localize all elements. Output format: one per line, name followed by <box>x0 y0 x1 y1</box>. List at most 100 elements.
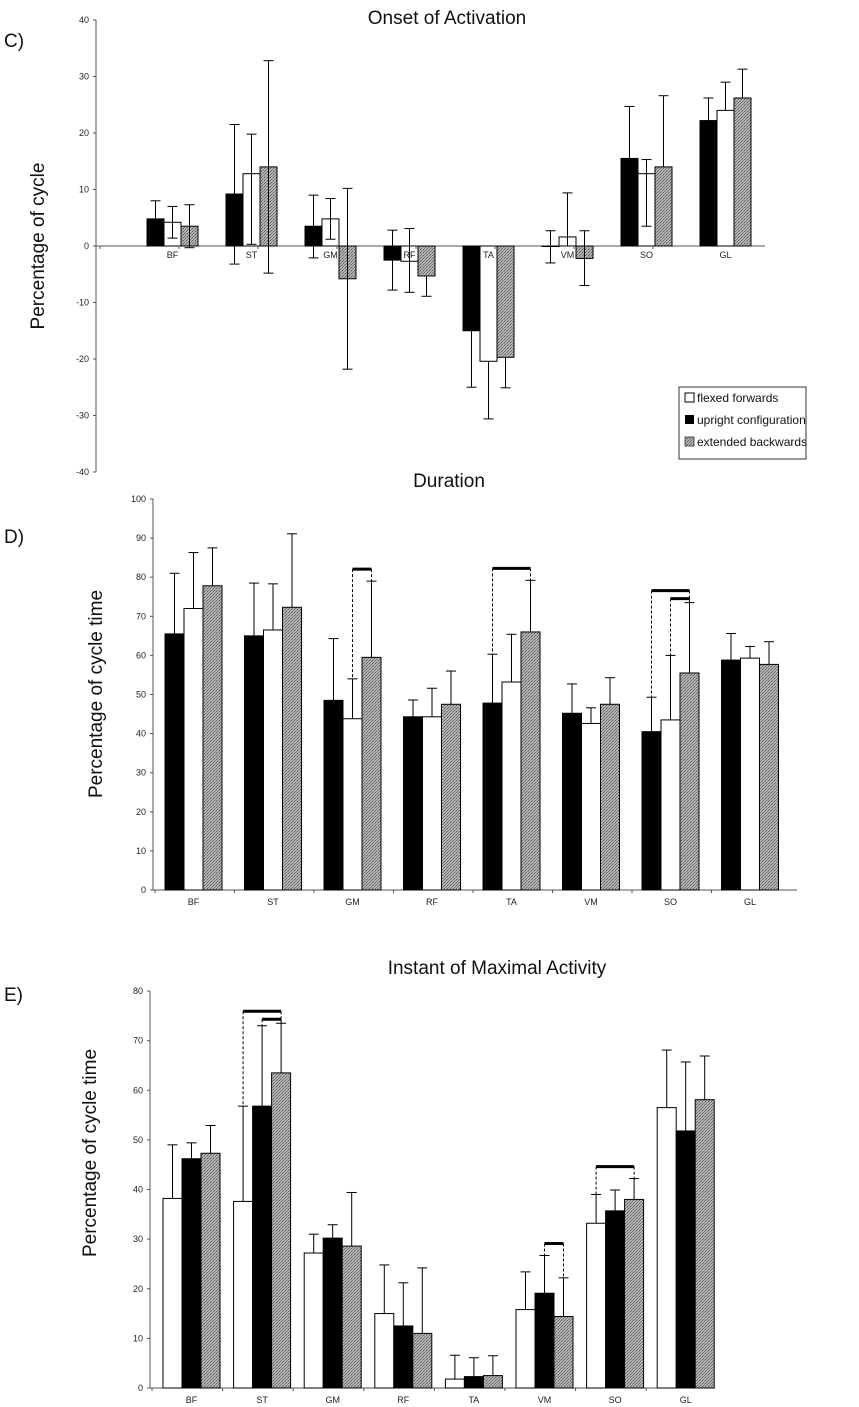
y-tick-label-e: 30 <box>133 1234 143 1244</box>
y-tick-label-e: 0 <box>138 1383 143 1393</box>
bar-extended-vm <box>553 1316 574 1389</box>
bar-upright-gl <box>675 1130 696 1389</box>
legend-swatch-extended <box>684 436 695 447</box>
y-tick-label-c: 20 <box>79 128 89 138</box>
bar-extended-gm <box>341 1245 362 1389</box>
bar-flexed-gl <box>656 1107 677 1389</box>
bar-flexed-so <box>586 1222 607 1389</box>
bar-upright-bf <box>181 1158 202 1389</box>
y-tick-label-d: 30 <box>136 768 146 778</box>
y-tick-label-d: 70 <box>136 611 146 621</box>
y-tick-label-e: 70 <box>133 1036 143 1046</box>
x-tick-label-gm: GM <box>325 1395 340 1405</box>
bar-upright-rf <box>403 716 423 891</box>
bar-upright-st <box>244 635 264 891</box>
y-tick-label-e: 40 <box>133 1185 143 1195</box>
x-tick-label-rf: RF <box>397 1395 409 1405</box>
x-tick-label-ta: TA <box>506 897 517 907</box>
bar-upright-so <box>641 731 662 891</box>
bar-flexed-bf <box>183 607 204 891</box>
plot-area-e: 0 10 20 30 40 50 60 70 80 BF ST GM RF TA VM SO GL <box>133 986 715 1405</box>
bar-flexed-gl <box>716 109 735 247</box>
x-tick-label-gl: GL <box>744 897 756 907</box>
y-tick-label-d: 80 <box>136 572 146 582</box>
bar-upright-bf <box>164 633 185 891</box>
bar-extended-gl <box>733 97 752 247</box>
y-tick-label-e: 20 <box>133 1284 143 1294</box>
y-tick-label-e: 10 <box>133 1333 143 1343</box>
bar-extended-gm <box>361 656 382 891</box>
bar-upright-bf <box>146 218 165 247</box>
y-tick-label-e: 80 <box>133 986 143 996</box>
y-tick-label-d: 90 <box>136 533 146 543</box>
bar-flexed-rf <box>374 1313 395 1389</box>
bar-upright-ta <box>482 702 503 891</box>
y-axis-label-d: Percentage of cycle time <box>86 590 107 798</box>
bar-upright-vm <box>562 712 582 891</box>
y-tick-label-d: 100 <box>131 494 146 504</box>
y-tick-label-e: 50 <box>133 1135 143 1145</box>
legend-box <box>678 386 807 460</box>
plot-area-c: -40 -30 -20 -10 0 10 20 30 40 BF ST GM RF TA VM SO GL <box>76 15 765 477</box>
bar-extended-gl <box>694 1099 715 1389</box>
bar-flexed-ta <box>479 245 498 362</box>
bar-upright-so <box>620 157 639 247</box>
panel-c: C) Onset of Activation Percentage of cyc… <box>4 8 765 477</box>
panel-label-c: C) <box>4 31 24 52</box>
bar-upright-gm <box>322 1237 343 1389</box>
y-tick-label-d: 10 <box>136 846 146 856</box>
bar-upright-rf <box>393 1325 414 1389</box>
x-tick-label-st: ST <box>267 897 279 907</box>
x-tick-label-so: SO <box>609 1395 622 1405</box>
x-tick-label-bf: BF <box>186 1395 198 1405</box>
y-tick-label-e: 60 <box>133 1085 143 1095</box>
chart-title-e: Instant of Maximal Activity <box>388 958 607 979</box>
panel-label-e: E) <box>4 985 23 1006</box>
x-tick-label-vm: VM <box>538 1395 552 1405</box>
y-tick-label-c: 0 <box>84 241 89 251</box>
bar-flexed-so <box>660 719 681 891</box>
x-tick-label-bf: BF <box>167 250 179 260</box>
bar-flexed-gl <box>740 657 760 891</box>
x-tick-label-gl: GL <box>719 250 731 260</box>
legend-label-extended: extended backwards <box>697 435 807 449</box>
panel-e: E) Instant of Maximal Activity Percentag… <box>4 958 715 1405</box>
bar-flexed-st <box>233 1200 254 1389</box>
y-tick-label-d: 60 <box>136 650 146 660</box>
y-tick-label-d: 40 <box>136 729 146 739</box>
legend: flexed forwards upright configuration ex… <box>678 386 807 460</box>
bar-upright-gm <box>323 699 344 891</box>
y-tick-label-d: 0 <box>141 885 146 895</box>
chart-title-d: Duration <box>413 471 485 492</box>
x-tick-label-vm: VM <box>561 250 575 260</box>
bar-extended-bf <box>200 1152 221 1389</box>
bar-flexed-rf <box>422 716 442 891</box>
y-tick-label-c: -30 <box>76 411 89 421</box>
bar-flexed-gm <box>303 1252 324 1389</box>
bar-upright-gl <box>721 659 741 891</box>
y-tick-label-c: 10 <box>79 185 89 195</box>
bar-extended-so <box>679 672 700 891</box>
bar-upright-vm <box>534 1292 555 1389</box>
bar-extended-ta <box>520 631 541 891</box>
bar-extended-rf <box>417 245 436 277</box>
bar-extended-ta <box>482 1375 503 1389</box>
y-tick-label-c: -40 <box>76 467 89 477</box>
y-tick-label-d: 50 <box>136 690 146 700</box>
chart-title-c: Onset of Activation <box>368 8 526 29</box>
legend-label-upright: upright configuration <box>697 413 806 427</box>
bar-upright-ta <box>462 245 481 332</box>
x-tick-label-bf: BF <box>188 897 200 907</box>
bar-upright-so <box>605 1210 626 1389</box>
legend-label-flexed: flexed forwards <box>697 391 778 405</box>
x-tick-label-gl: GL <box>680 1395 692 1405</box>
bar-extended-so <box>624 1198 645 1389</box>
legend-swatch-flexed <box>684 392 695 403</box>
panel-label-d: D) <box>4 527 24 548</box>
bar-extended-rf <box>412 1332 433 1389</box>
bar-extended-st <box>282 606 302 891</box>
x-tick-label-so: SO <box>640 250 653 260</box>
x-tick-label-gm: GM <box>345 897 360 907</box>
bar-upright-ta <box>463 1376 484 1389</box>
panel-d: D) Duration Percentage of cycle time 0 10… <box>4 471 797 907</box>
